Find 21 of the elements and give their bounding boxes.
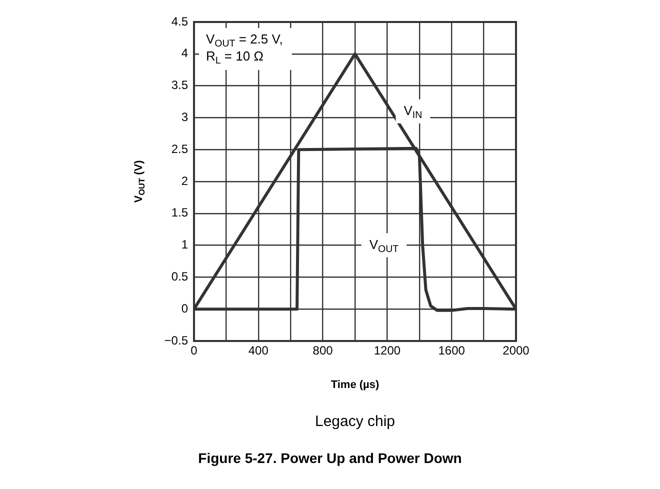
y-tick-label: 1.5 bbox=[171, 206, 188, 220]
y-tick-label: 0.5 bbox=[171, 270, 188, 284]
text: Figure 5-27. Power Up and Power Down bbox=[198, 450, 462, 466]
x-tick-label: 0 bbox=[190, 344, 198, 358]
y-tick-label: 2 bbox=[181, 174, 188, 188]
x-tick-label: 800 bbox=[312, 344, 334, 358]
text: Legacy chip bbox=[314, 413, 396, 430]
y-tick-label: −0.5 bbox=[164, 333, 188, 348]
y-tick-label: 1 bbox=[181, 238, 188, 252]
x-axis-title: Time (µs) bbox=[330, 379, 380, 392]
y-tick-label: 4.5 bbox=[171, 14, 188, 28]
x-tick-label: 2000 bbox=[502, 344, 530, 358]
x-tick-label: 400 bbox=[248, 344, 269, 358]
y-tick-label: 3.5 bbox=[171, 78, 188, 92]
x-tick-label: 1600 bbox=[438, 344, 466, 358]
y-axis-title: VOUT (V) bbox=[133, 160, 147, 203]
y-tick-label: 4 bbox=[181, 46, 188, 60]
x-tick-label: 1200 bbox=[374, 344, 401, 358]
y-tick-label: 3 bbox=[181, 110, 188, 124]
y-tick-label: 2.5 bbox=[171, 142, 188, 156]
y-tick-label: 0 bbox=[181, 301, 188, 316]
